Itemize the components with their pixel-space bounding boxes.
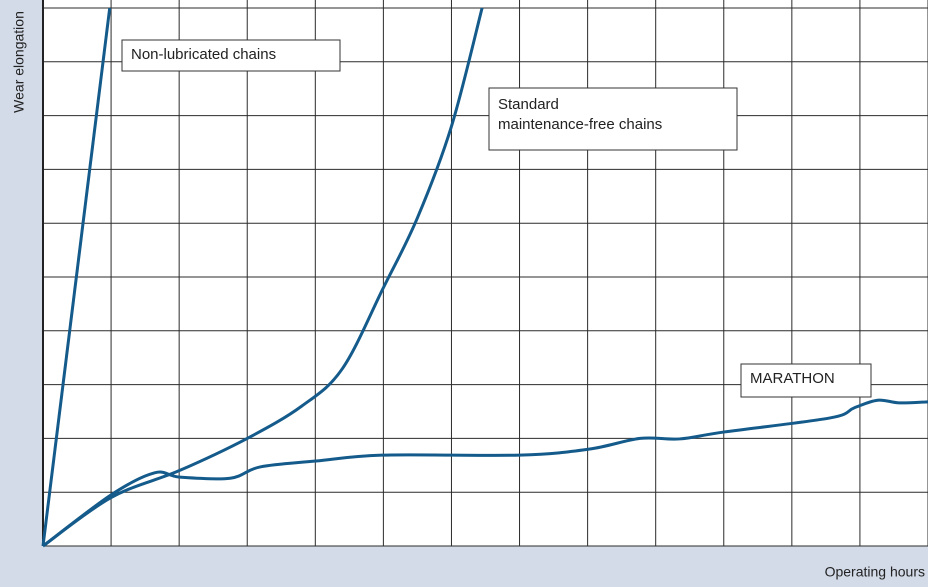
annotation-box bbox=[740, 363, 872, 398]
annotation-box bbox=[488, 87, 738, 151]
x-axis-label: Operating hours bbox=[825, 564, 925, 580]
annotation-text: maintenance-free chains bbox=[498, 116, 662, 133]
y-axis-label: Wear elongation bbox=[11, 11, 27, 113]
annotation-box bbox=[121, 39, 341, 72]
series-line bbox=[42, 7, 484, 548]
annotation-text: Non-lubricated chains bbox=[131, 46, 276, 63]
annotation-text: Standard bbox=[498, 96, 559, 113]
series-line bbox=[42, 398, 928, 548]
annotation-text: MARATHON bbox=[750, 370, 835, 387]
plot-area bbox=[43, 0, 928, 546]
series-line bbox=[41, 7, 112, 547]
